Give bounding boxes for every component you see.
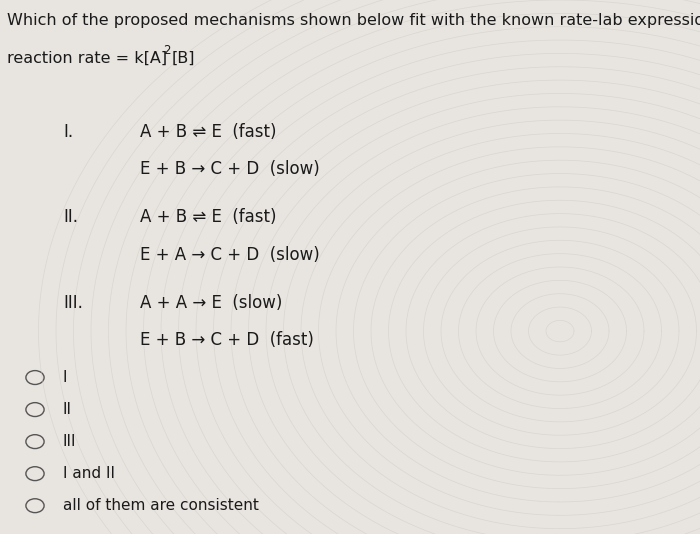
Text: A + A → E  (slow): A + A → E (slow) bbox=[140, 294, 282, 312]
Text: III.: III. bbox=[63, 294, 83, 312]
Text: II: II bbox=[63, 402, 72, 417]
Text: A + B ⇌ E  (fast): A + B ⇌ E (fast) bbox=[140, 123, 276, 141]
Text: reaction rate = k[A]: reaction rate = k[A] bbox=[7, 51, 167, 66]
Text: E + B → C + D  (slow): E + B → C + D (slow) bbox=[140, 160, 320, 178]
Text: I.: I. bbox=[63, 123, 73, 141]
Text: all of them are consistent: all of them are consistent bbox=[63, 498, 259, 513]
Text: A + B ⇌ E  (fast): A + B ⇌ E (fast) bbox=[140, 208, 276, 226]
Text: II.: II. bbox=[63, 208, 78, 226]
Text: I: I bbox=[63, 370, 67, 385]
Text: I and II: I and II bbox=[63, 466, 115, 481]
Text: III: III bbox=[63, 434, 76, 449]
Text: 2: 2 bbox=[163, 44, 171, 57]
Text: E + B → C + D  (fast): E + B → C + D (fast) bbox=[140, 331, 314, 349]
Text: [B]: [B] bbox=[172, 51, 195, 66]
Text: E + A → C + D  (slow): E + A → C + D (slow) bbox=[140, 246, 320, 264]
Text: Which of the proposed mechanisms shown below fit with the known rate-lab express: Which of the proposed mechanisms shown b… bbox=[7, 13, 700, 28]
